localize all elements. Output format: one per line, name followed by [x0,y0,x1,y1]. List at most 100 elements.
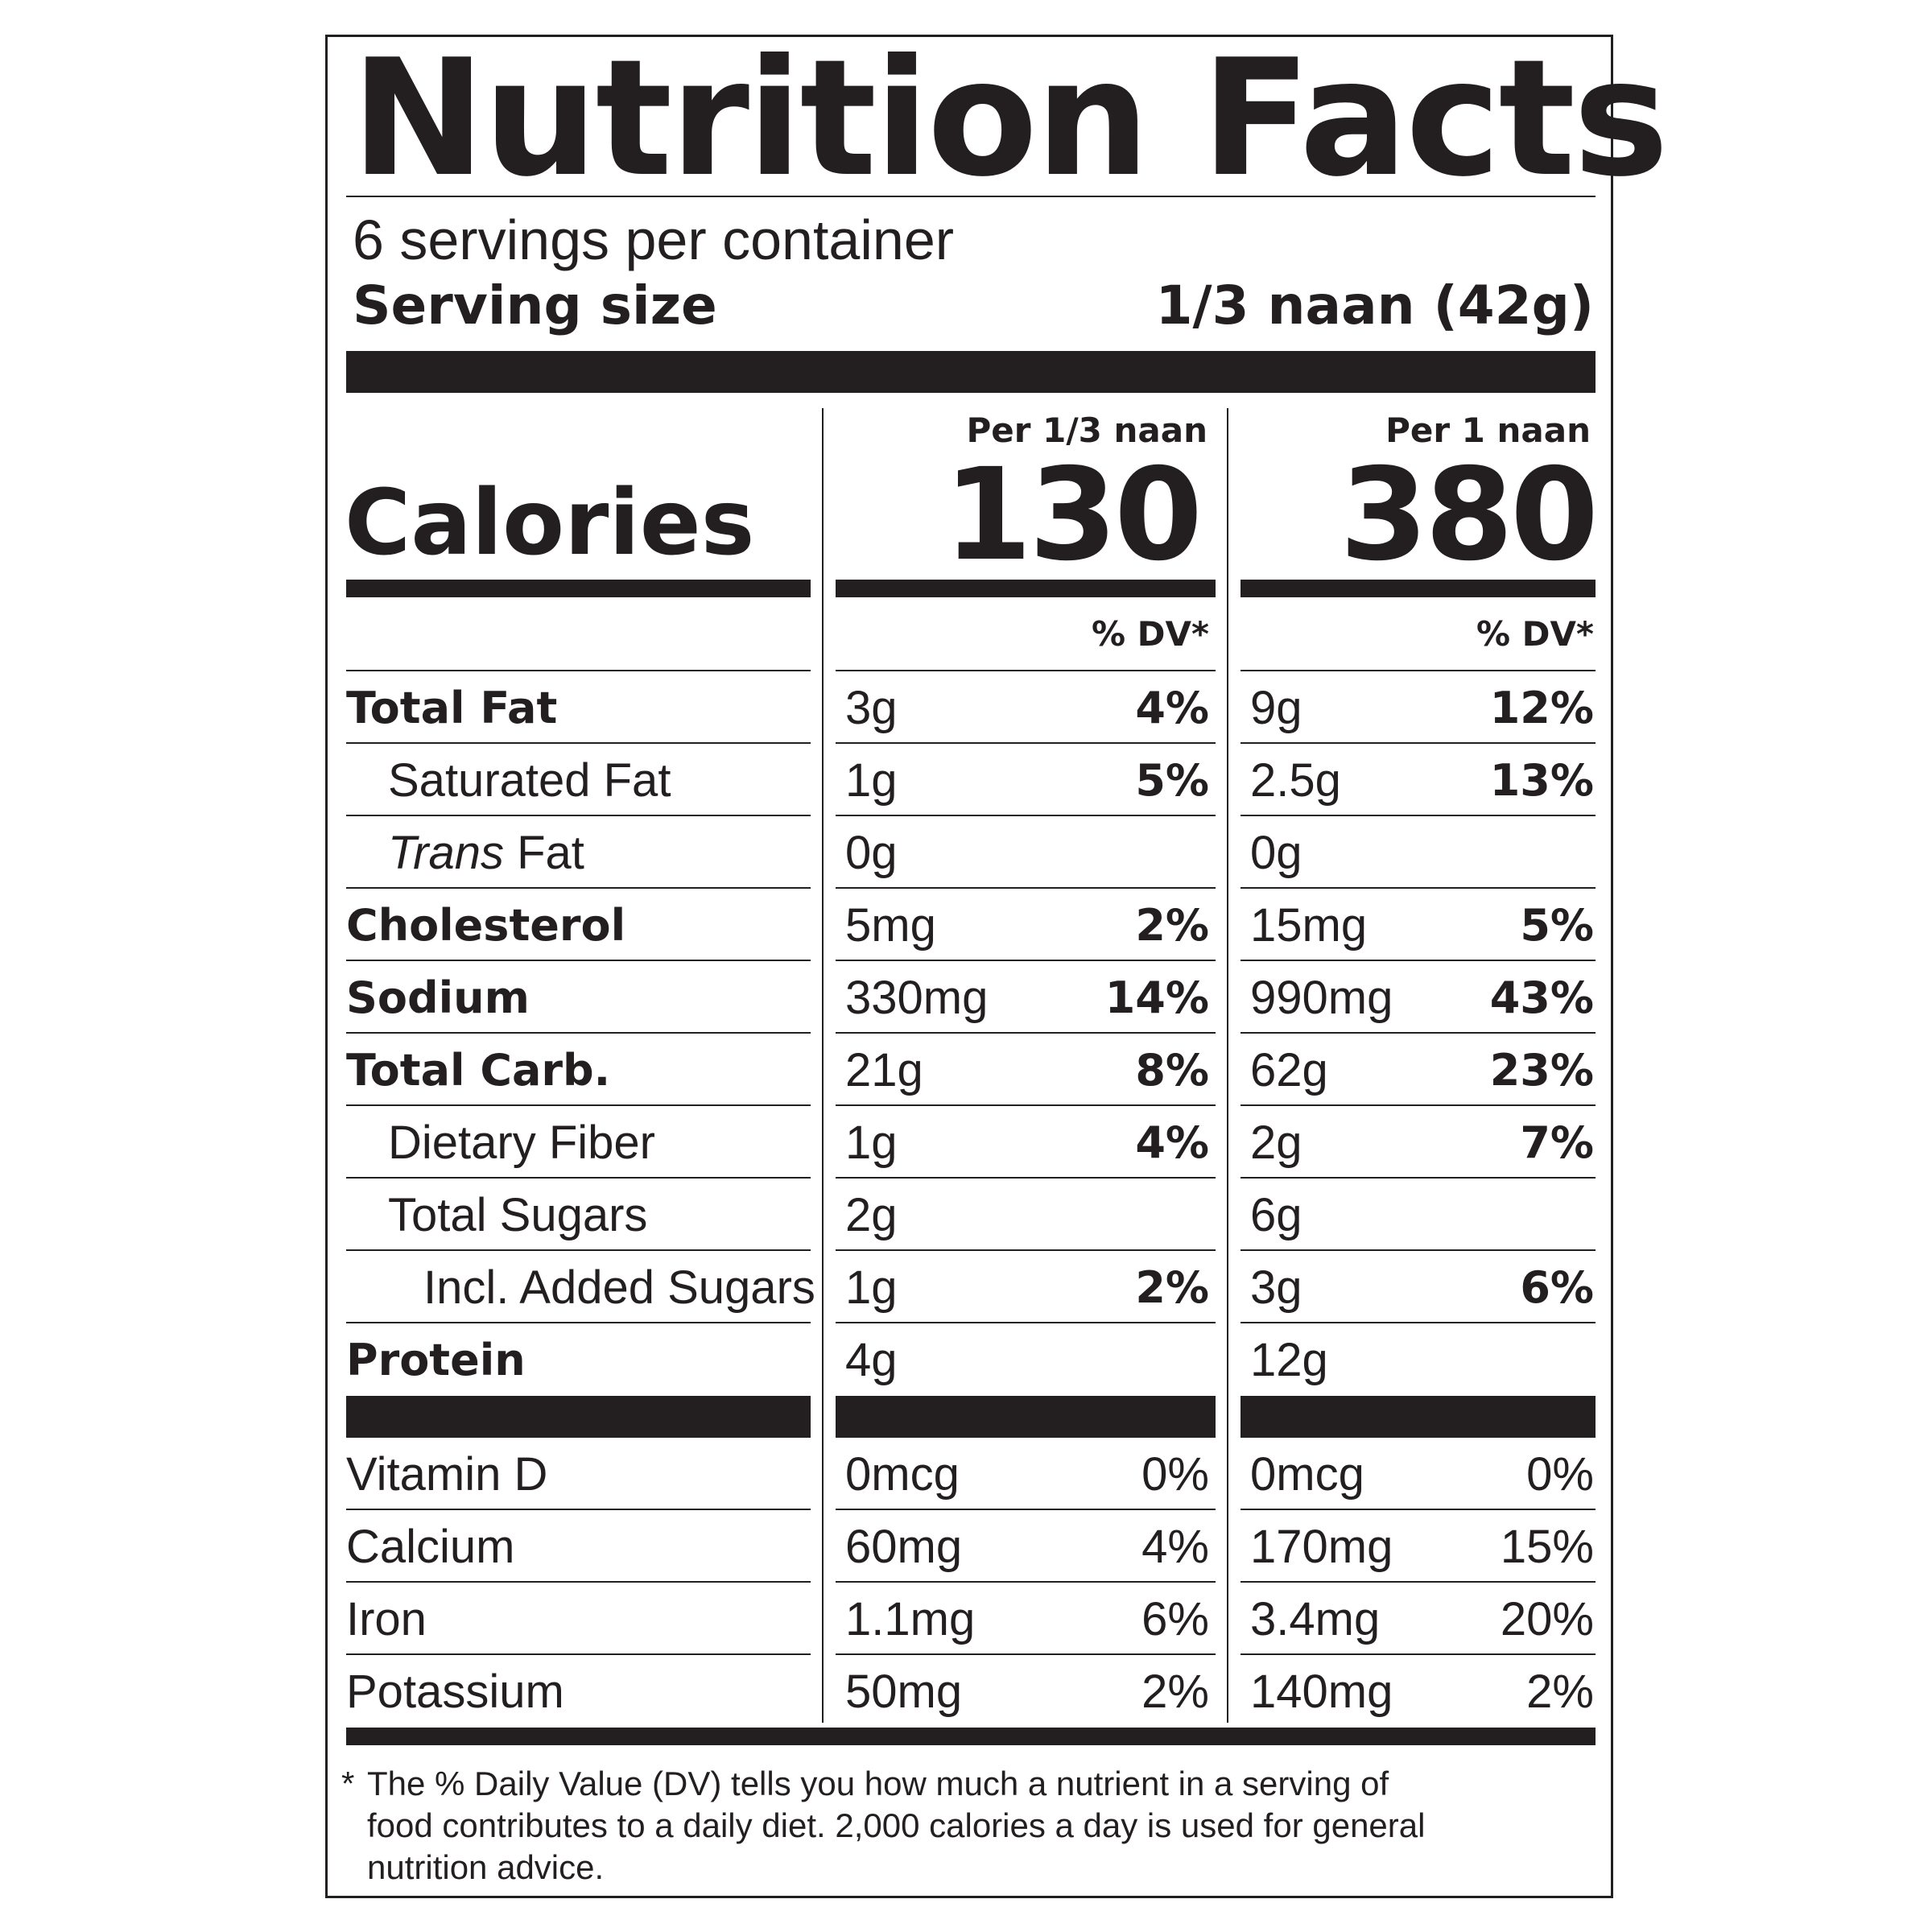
vitamin-amount-col2: 170mg [1250,1520,1393,1573]
nutrient-name-rest: Fat [503,826,584,879]
row-rule [346,815,811,816]
nutrient-row: Protein 4g 12g [0,1323,1932,1396]
amount-col2: 0g [1250,826,1302,879]
nutrient-name: Trans Fat [388,816,584,889]
row-rule-col2 [1241,670,1596,671]
dv-header-col1: % DV* [1091,614,1209,654]
thick-rule-top [346,351,1596,393]
dv-col1: 14% [1104,972,1209,1023]
row-rule [346,1177,811,1179]
calories-rule-label [346,580,811,597]
vitamin-amount-col1: 50mg [845,1665,963,1718]
vitamin-dv-col2: 15% [1500,1520,1594,1573]
calories-col2: 380 [1340,441,1599,589]
amount-col2: 9g [1250,681,1302,734]
nutrient-name: Saturated Fat [388,753,671,807]
vitamin-row-rule [1241,1509,1596,1510]
row-rule [836,1177,1216,1179]
row-rule [836,960,1216,961]
vitamin-row-rule [346,1653,811,1655]
row-rule [1241,742,1596,744]
vitamin-row-rule [836,1581,1216,1583]
row-rule-label [346,670,811,671]
amount-col1: 0g [845,826,898,879]
vitamin-name: Potassium [346,1665,564,1718]
thick-rule-bottom [346,1728,1596,1745]
vitamin-amount-col1: 1.1mg [845,1592,976,1645]
amount-col2: 15mg [1250,898,1368,952]
vitamin-name: Calcium [346,1520,515,1573]
vitamin-row-rule [836,1653,1216,1655]
vitamin-row-rule [346,1581,811,1583]
col1-header: Per 1/3 naan [966,411,1208,450]
row-rule-col1 [836,670,1216,671]
dv-col2: 6% [1520,1261,1594,1313]
amount-col1: 1g [845,753,898,807]
row-rule [1241,1104,1596,1106]
dv-col2: 43% [1489,972,1594,1023]
vitamin-row-rule [836,1509,1216,1510]
vitamin-dv-col2: 2% [1526,1665,1594,1718]
vitamin-dv-col2: 20% [1500,1592,1594,1645]
row-rule [1241,1322,1596,1323]
nutrition-facts-panel [325,35,1613,1898]
dv-col2: 12% [1489,682,1594,733]
nutrient-name: Cholesterol [346,899,626,951]
dv-col2: 7% [1520,1117,1594,1168]
nutrient-name: Protein [346,1334,526,1385]
vitamin-amount-col2: 140mg [1250,1665,1393,1718]
dv-col2: 5% [1520,899,1594,951]
row-rule [1241,815,1596,816]
amount-col2: 6g [1250,1188,1302,1241]
vitamin-name: Vitamin D [346,1447,548,1501]
nutrient-name-italic: Trans [388,826,504,879]
vitamin-amount-col2: 3.4mg [1250,1592,1381,1645]
row-rule [346,960,811,961]
row-rule [836,815,1216,816]
calories-rule-col1 [836,580,1216,597]
thick-rule-vitamins-col1 [836,1396,1216,1438]
calories-col1: 130 [943,441,1203,589]
vitamin-amount-col2: 0mcg [1250,1447,1364,1501]
dv-col1: 4% [1135,682,1209,733]
vitamin-amount-col1: 0mcg [845,1447,960,1501]
vitamin-row: Potassium 50mg 2% 140mg 2% [0,1655,1932,1728]
row-rule [836,1032,1216,1034]
vitamin-row: Iron 1.1mg 6% 3.4mg 20% [0,1583,1932,1655]
vitamin-dv-col1: 4% [1141,1520,1209,1573]
amount-col1: 3g [845,681,898,734]
calories-rule-col2 [1241,580,1596,597]
vitamin-row: Vitamin D 0mcg 0% 0mcg 0% [0,1438,1932,1510]
vitamin-row-rule [1241,1653,1596,1655]
dv-col2: 13% [1489,754,1594,806]
row-rule [836,1322,1216,1323]
row-rule [1241,1032,1596,1034]
dv-col1: 8% [1135,1044,1209,1096]
footnote-line-3: nutrition advice. [367,1848,605,1886]
dv-header-col2: % DV* [1476,614,1594,654]
row-rule [836,1249,1216,1251]
serving-size-label: Serving size [353,275,717,336]
nutrient-row: Total Carb. 21g 8% 62g 23% [0,1034,1932,1106]
nutrient-row: Saturated Fat 1g 5% 2.5g 13% [0,744,1932,816]
vitamin-row-rule [346,1509,811,1510]
nutrient-row: Sodium 330mg 14% 990mg 43% [0,961,1932,1034]
nutrient-row: Total Sugars 2g 6g [0,1179,1932,1251]
thick-rule-vitamins-label [346,1396,811,1438]
row-rule [1241,1249,1596,1251]
nutrient-name: Total Carb. [346,1044,611,1096]
amount-col1: 5mg [845,898,936,952]
vitamin-name: Iron [346,1592,427,1645]
col2-header: Per 1 naan [1385,411,1591,450]
row-rule [836,1104,1216,1106]
footnote-line-2: food contributes to a daily diet. 2,000 … [367,1806,1426,1844]
serving-size-value: 1/3 naan (42g) [1155,275,1594,336]
row-rule [346,1104,811,1106]
column-divider-2 [1227,408,1228,1723]
vitamin-row-rule [1241,1581,1596,1583]
vitamin-amount-col1: 60mg [845,1520,963,1573]
row-rule [836,887,1216,889]
nutrient-row: Dietary Fiber 1g 4% 2g 7% [0,1106,1932,1179]
footnote-star: * [341,1765,355,1802]
amount-col2: 2g [1250,1116,1302,1169]
